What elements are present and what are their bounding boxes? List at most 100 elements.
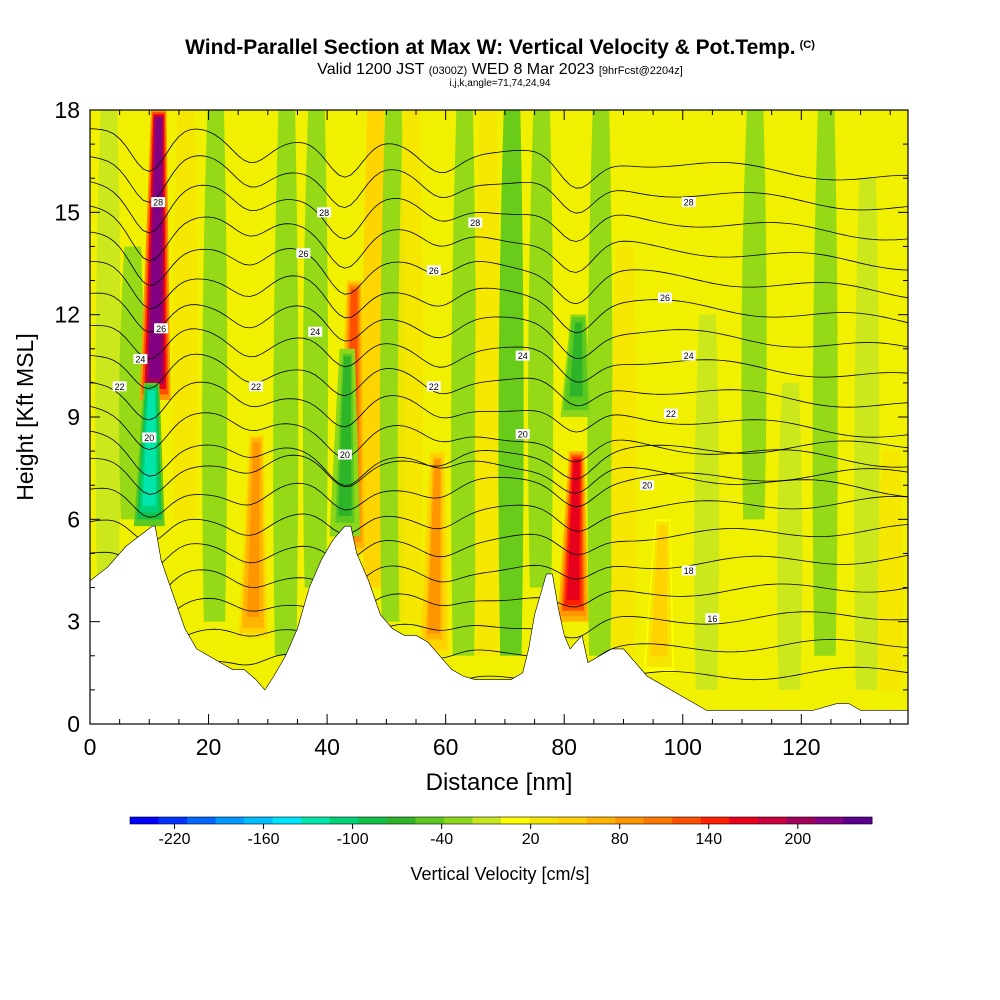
- colorbar-swatch: [672, 817, 702, 824]
- colorbar-swatch: [443, 817, 473, 824]
- velocity-streak: [741, 110, 767, 520]
- colorbar-swatch: [700, 817, 730, 824]
- colorbar-swatch: [158, 817, 188, 824]
- x-tick-label: 0: [84, 734, 97, 760]
- velocity-streak: [587, 110, 613, 656]
- colorbar-swatch: [329, 817, 359, 824]
- theta-contour-line: [90, 128, 908, 189]
- contour-label-text: 18: [684, 566, 694, 576]
- contour-label-text: 26: [660, 293, 670, 303]
- theta-contour-line: [90, 205, 908, 273]
- chart-title: Wind-Parallel Section at Max W: Vertical…: [185, 36, 815, 59]
- chart-grid-info: i,j,k,angle=71,74,24,94: [449, 78, 551, 89]
- colorbar-tick-label: 80: [611, 831, 629, 848]
- theta-contour-line: [90, 430, 908, 498]
- contour-label: 28: [317, 207, 332, 218]
- colorbar-swatch: [757, 817, 787, 824]
- velocity-streak: [273, 110, 299, 656]
- colorbar: -220 -160 -100 -40 20 80 140 200: [129, 816, 873, 848]
- theta-contour-line: [90, 353, 908, 408]
- contour-label-text: 24: [518, 351, 528, 361]
- colorbar-tick-label: -220: [159, 831, 191, 848]
- velocity-streak: [528, 110, 554, 588]
- x-tick-label: 80: [551, 734, 577, 760]
- contour-label-text: 20: [340, 450, 350, 460]
- colorbar-swatch: [358, 817, 388, 824]
- x-tick-label: 20: [196, 734, 222, 760]
- contour-label-text: 28: [319, 208, 329, 218]
- contour-label-text: 20: [518, 430, 528, 440]
- x-tick-label: 60: [433, 734, 459, 760]
- contour-label: 16: [705, 613, 720, 624]
- colorbar-swatch: [729, 817, 759, 824]
- updraft-core: [246, 442, 260, 617]
- colorbar-swatch: [244, 817, 274, 824]
- colorbar-label: Vertical Velocity [cm/s]: [410, 864, 589, 884]
- velocity-streak: [172, 110, 198, 520]
- contour-label: 24: [133, 354, 148, 365]
- contour-label: 22: [112, 381, 127, 392]
- colorbar-swatch: [558, 817, 588, 824]
- theta-contour-line: [90, 638, 908, 686]
- contour-label: 28: [151, 197, 166, 208]
- contour-label: 26: [154, 323, 169, 334]
- colorbar-tick-label: 200: [784, 831, 811, 848]
- velocity-streak: [119, 246, 145, 520]
- y-tick-label: 9: [67, 404, 80, 430]
- contour-label: 20: [142, 432, 157, 443]
- contour-labels: 22 24 20 28 26 22 24 26 28 20 22 26 28 24 20 28 26 24 22 20…: [112, 197, 720, 624]
- colorbar-swatch: [130, 817, 160, 824]
- contour-label: 26: [657, 292, 672, 303]
- contour-label: 24: [515, 350, 530, 361]
- theta-contour-line: [90, 381, 908, 438]
- y-tick-label: 18: [54, 97, 80, 123]
- velocity-streak: [877, 451, 903, 690]
- theta-contour-line: [90, 440, 908, 495]
- theta-contour-line: [90, 554, 908, 602]
- colorbar-swatch: [615, 817, 645, 824]
- colorbar-swatch: [272, 817, 302, 824]
- colorbar-swatch: [814, 817, 844, 824]
- velocity-streak: [854, 178, 880, 690]
- y-axis-label: Height [Kft MSL]: [12, 333, 38, 500]
- colorbar-swatch: [501, 817, 531, 824]
- velocity-streak: [498, 110, 524, 656]
- contour-label-text: 28: [153, 198, 163, 208]
- downdraft-core: [338, 356, 352, 516]
- contour-label: 26: [296, 248, 311, 259]
- velocity-streak: [611, 246, 637, 656]
- x-tick-label: 120: [782, 734, 820, 760]
- updraft-core: [149, 118, 162, 379]
- y-tick-label: 6: [67, 506, 80, 532]
- x-tick-label: 40: [314, 734, 340, 760]
- velocity-streak: [812, 110, 838, 656]
- colorbar-swatch: [843, 817, 873, 824]
- velocity-streak: [694, 314, 720, 690]
- contour-label-text: 20: [144, 433, 154, 443]
- colorbar-swatch: [643, 817, 673, 824]
- colorbar-swatch: [472, 817, 502, 824]
- contour-label-text: 22: [666, 409, 676, 419]
- colorbar-tick-label: 140: [695, 831, 722, 848]
- contour-label-text: 16: [707, 614, 717, 624]
- contour-label: 20: [515, 429, 530, 440]
- contour-label-text: 24: [684, 351, 694, 361]
- colorbar-tick-label: -40: [430, 831, 453, 848]
- contour-label: 24: [681, 350, 696, 361]
- contour-label: 24: [308, 326, 323, 337]
- contour-label: 26: [426, 265, 441, 276]
- downdraft-core: [142, 390, 157, 506]
- colorbar-swatch: [386, 817, 416, 824]
- theta-contour-line: [90, 324, 908, 383]
- theta-contour-line: [90, 181, 908, 242]
- theta-contour-line: [90, 231, 908, 305]
- contour-label-text: 28: [684, 198, 694, 208]
- contour-label: 28: [468, 217, 483, 228]
- x-tick-label: 100: [664, 734, 702, 760]
- theta-contour-line: [90, 292, 908, 359]
- updraft-core: [566, 459, 580, 600]
- colorbar-swatch: [786, 817, 816, 824]
- terrain-mask: [90, 525, 908, 724]
- contour-label-text: 20: [642, 481, 652, 491]
